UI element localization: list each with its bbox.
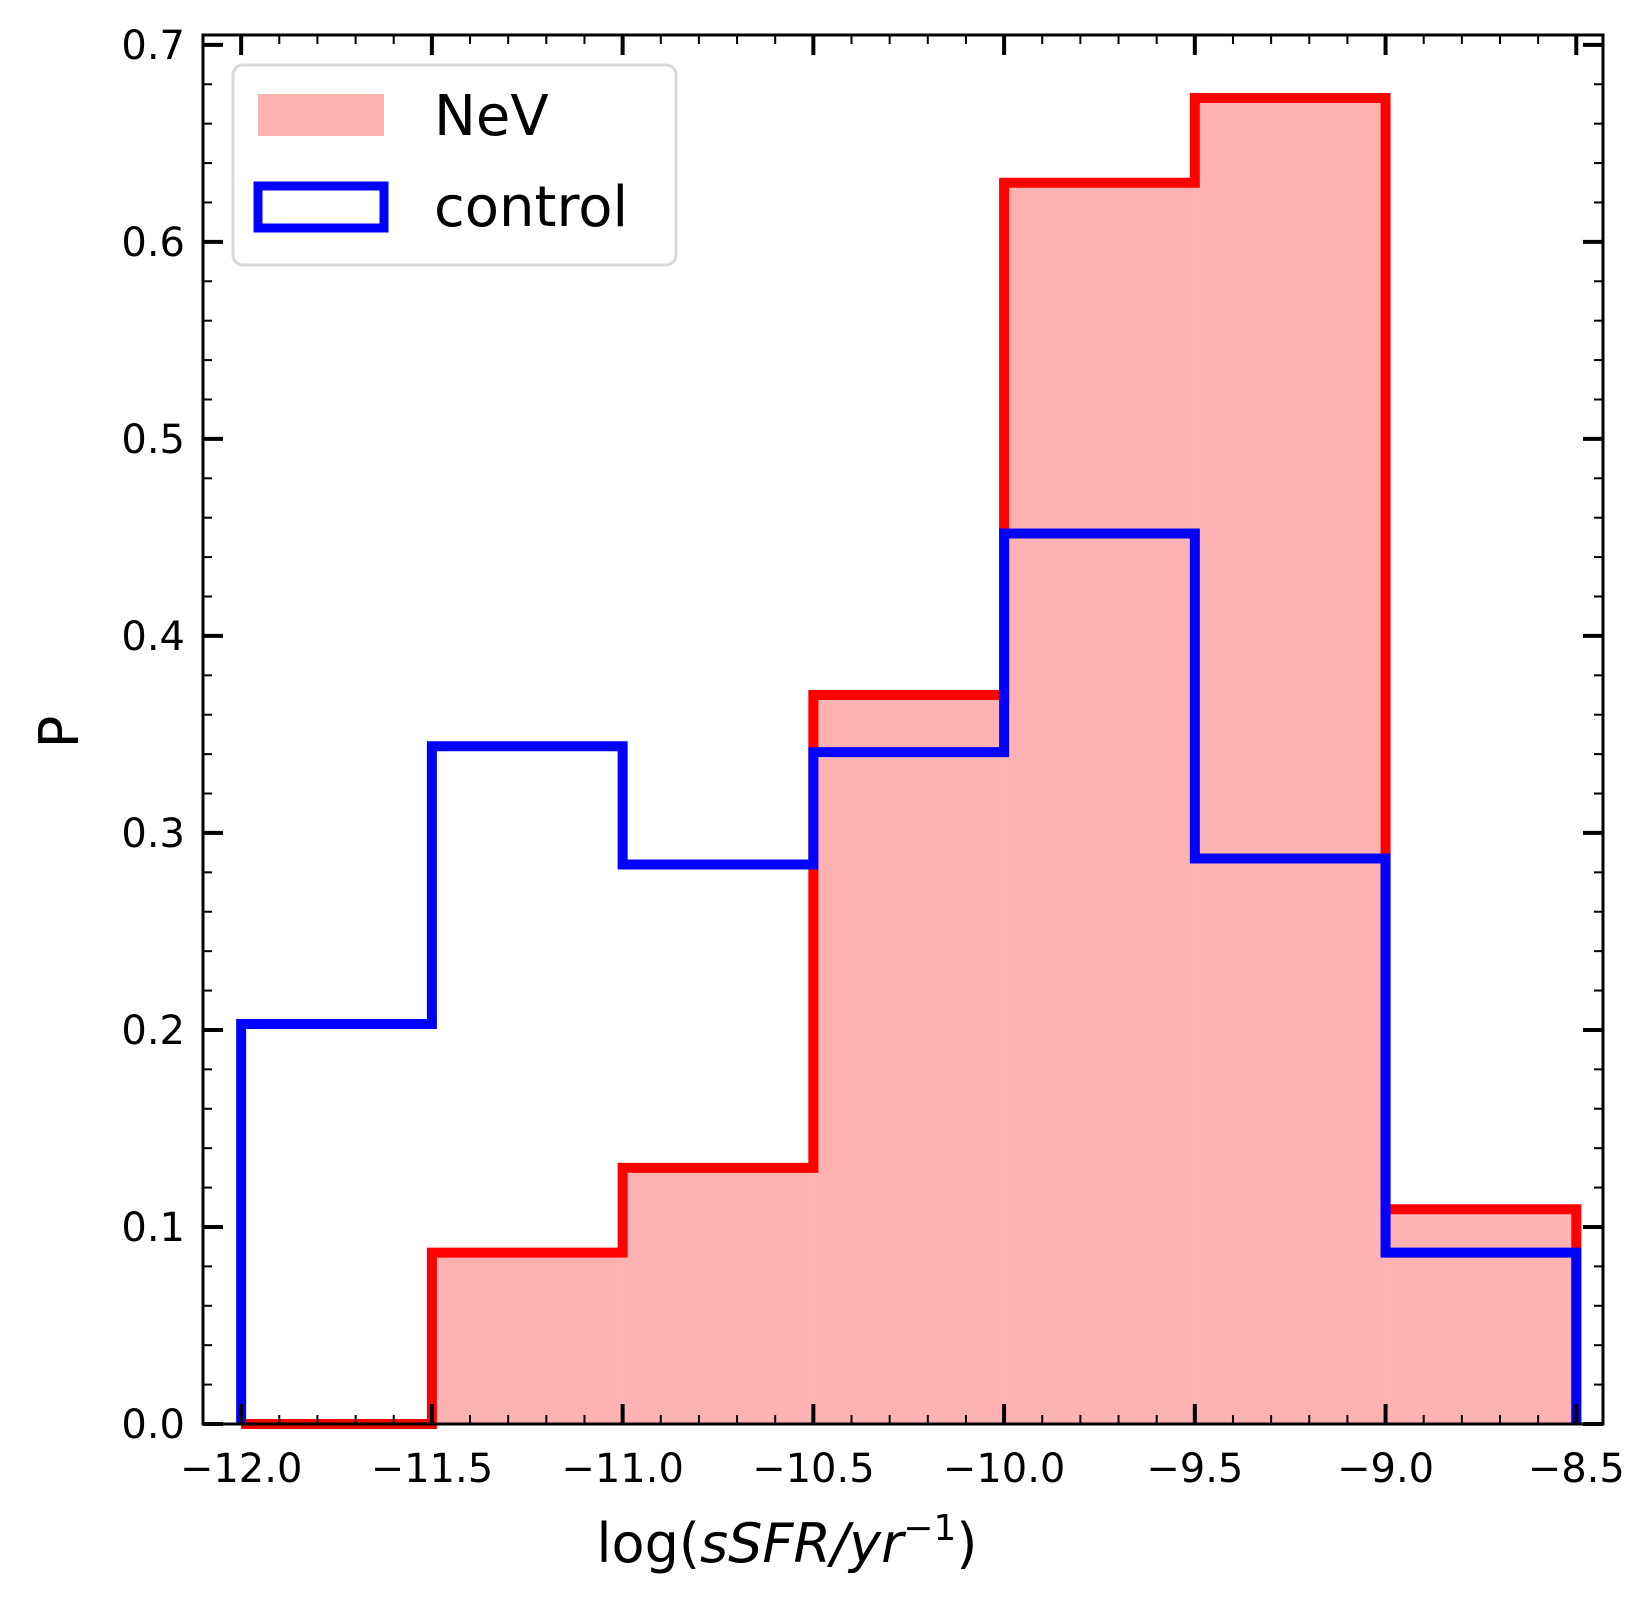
legend-swatch-nev [258, 94, 384, 136]
x-tick-label-7: −8.5 [1528, 1446, 1625, 1492]
nev-bar-4 [1004, 182, 1195, 1424]
x-tick-label-5: −9.5 [1146, 1446, 1243, 1492]
x-axis-label-suffix: ) [956, 1512, 977, 1575]
x-tick-label-3: −10.5 [752, 1446, 875, 1492]
x-axis-label: log(sSFR/yr−1) [597, 1508, 978, 1575]
legend-label-nev: NeV [434, 84, 549, 149]
y-tick-label-7: 0.7 [121, 23, 185, 69]
nev-bar-3 [813, 695, 1005, 1424]
nev-bar-1 [431, 1252, 623, 1424]
x-tick-label-4: −10.0 [943, 1446, 1066, 1492]
x-axis-label-superscript: −1 [903, 1508, 956, 1549]
x-tick-label-0: −12.0 [180, 1446, 303, 1492]
control-step-outline [236, 528, 1582, 1424]
x-axis-label-prefix: log( [597, 1512, 700, 1575]
x-tick-label-2: −11.0 [561, 1446, 684, 1492]
axes-frame [201, 33, 1605, 1426]
legend-swatch-control [253, 181, 389, 233]
nev-bar-5 [1194, 98, 1386, 1425]
y-tick-label-3: 0.3 [121, 811, 185, 857]
y-tick-label-4: 0.4 [121, 614, 185, 660]
x-tick-label-6: −9.0 [1337, 1446, 1434, 1492]
plot-area: −12.0 −11.5 −11.0 −10.5 −10.0 −9.5 −9.0 −8.5 0.0… [121, 23, 1624, 1492]
nev-bar-6 [1385, 1209, 1577, 1424]
x-tick-label-1: −11.5 [371, 1446, 494, 1492]
nev-bar-2 [622, 1167, 814, 1424]
y-tick-label-1: 0.1 [121, 1205, 185, 1251]
legend-label-control: control [434, 175, 628, 240]
y-axis-label: P [28, 716, 91, 749]
y-tick-label-6: 0.6 [121, 220, 185, 266]
y-tick-label-2: 0.2 [121, 1008, 185, 1054]
y-tick-label-5: 0.5 [121, 417, 185, 463]
legend: NeV control [231, 63, 678, 267]
x-axis-label-italic: sSFR/yr [700, 1512, 906, 1575]
y-tick-label-0: 0.0 [121, 1402, 185, 1448]
